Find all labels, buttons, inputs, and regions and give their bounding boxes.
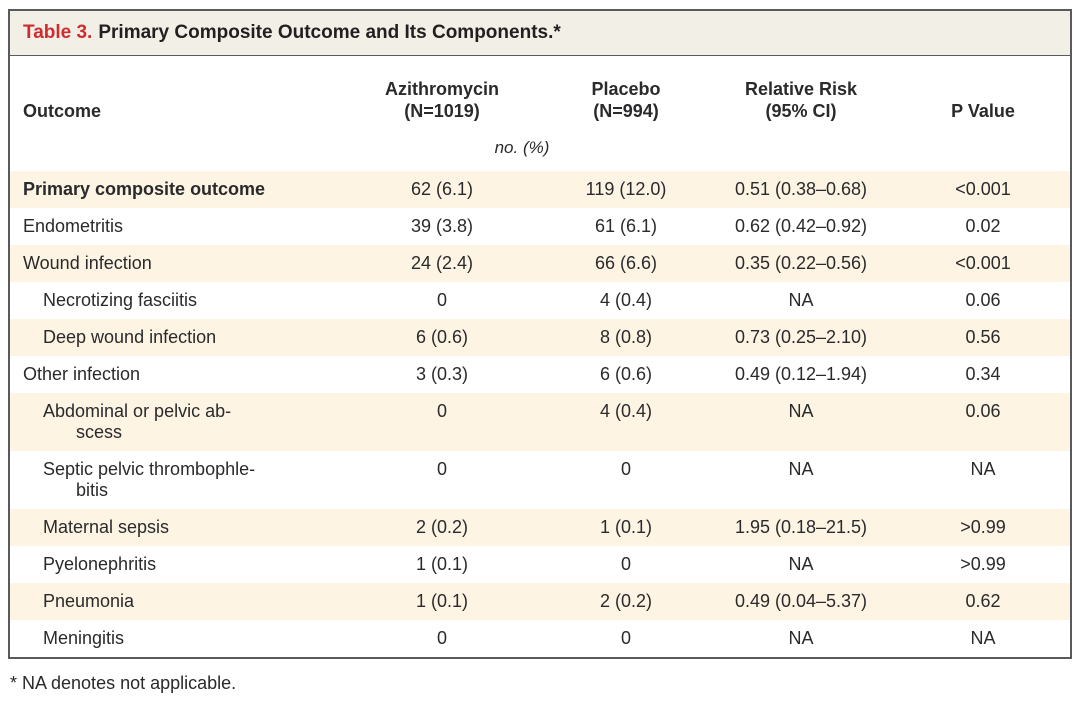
azithromycin-cell: 39 (3.8) bbox=[410, 216, 474, 236]
header-line: P Value bbox=[951, 101, 1015, 121]
table-row: Necrotizing fasciitis 0 4 (0.4) NA 0.06 bbox=[10, 282, 1070, 319]
placebo-cell: 2 (0.2) bbox=[546, 583, 706, 620]
table-header: Outcome Azithromycin (N=1019) Placebo (N… bbox=[10, 56, 1070, 171]
p-value-cell: <0.001 bbox=[896, 245, 1070, 282]
placebo-cell: 0 bbox=[620, 459, 631, 479]
col-header-p-value: P Value bbox=[896, 56, 1070, 128]
col-header-azithromycin: Azithromycin (N=1019) bbox=[338, 56, 546, 128]
table-number: Table 3. bbox=[23, 22, 93, 43]
placebo-cell: 61 (6.1) bbox=[594, 216, 658, 236]
outcome-cell: Other infection bbox=[23, 364, 141, 384]
header-row: Outcome Azithromycin (N=1019) Placebo (N… bbox=[10, 56, 1070, 128]
table-row: Abdominal or pelvic ab- scess 0 4 (0.4) NA 0… bbox=[10, 393, 1070, 451]
header-line: (95% CI) bbox=[765, 101, 837, 121]
relative-risk-cell: 0.73 (0.25–2.10) bbox=[706, 319, 896, 356]
relative-risk-cell: 1.95 (0.18–21.5) bbox=[706, 509, 896, 546]
table3-card: Table 3. Primary Composite Outcome and It… bbox=[8, 9, 1072, 659]
outcome-cell: Meningitis bbox=[43, 628, 125, 648]
spacer-cell bbox=[896, 128, 1070, 171]
table-row: Endometritis 39 (3.8) 61 (6.1) 0.62 (0.42–0… bbox=[10, 208, 1070, 245]
header-line: Relative Risk bbox=[744, 79, 858, 99]
outcome-cell: Wound infection bbox=[10, 245, 338, 282]
table-row: Pneumonia 1 (0.1) 2 (0.2) 0.49 (0.04–5.37) 0… bbox=[10, 583, 1070, 620]
footnote: * NA denotes not applicable. bbox=[10, 673, 237, 693]
p-value-cell: NA bbox=[970, 628, 996, 648]
placebo-cell: 1 (0.1) bbox=[546, 509, 706, 546]
outcome-cell: Maternal sepsis bbox=[10, 509, 338, 546]
table-row: Pyelonephritis 1 (0.1) 0 NA >0.99 bbox=[10, 546, 1070, 583]
azithromycin-cell: 1 (0.1) bbox=[338, 583, 546, 620]
col-header-placebo: Placebo (N=994) bbox=[546, 56, 706, 128]
p-value-cell: 0.06 bbox=[965, 290, 1001, 310]
placebo-cell: 8 (0.8) bbox=[546, 319, 706, 356]
azithromycin-cell: 0 bbox=[436, 459, 447, 479]
col-header-outcome: Outcome bbox=[23, 101, 102, 121]
azithromycin-cell: 3 (0.3) bbox=[415, 364, 469, 384]
table-row: Wound infection 24 (2.4) 66 (6.6) 0.35 (0.2… bbox=[10, 245, 1070, 282]
relative-risk-cell: 0.35 (0.22–0.56) bbox=[706, 245, 896, 282]
p-value-cell: 0.34 bbox=[965, 364, 1001, 384]
azithromycin-cell: 24 (2.4) bbox=[338, 245, 546, 282]
p-value-cell: <0.001 bbox=[896, 171, 1070, 208]
placebo-cell: 66 (6.6) bbox=[546, 245, 706, 282]
relative-risk-cell: NA bbox=[706, 393, 896, 451]
units-label: no. (%) bbox=[494, 138, 550, 157]
outcome-cell: Primary composite outcome bbox=[10, 171, 338, 208]
table-row: Deep wound infection 6 (0.6) 8 (0.8) 0.73 (… bbox=[10, 319, 1070, 356]
header-line: (N=1019) bbox=[404, 101, 480, 121]
azithromycin-cell: 6 (0.6) bbox=[338, 319, 546, 356]
p-value-cell: 0.56 bbox=[896, 319, 1070, 356]
relative-risk-cell: 0.49 (0.12–1.94) bbox=[734, 364, 868, 384]
outcome-cell: Deep wound infection bbox=[10, 319, 338, 356]
outcome-cell: Pyelonephritis bbox=[43, 554, 157, 574]
placebo-cell: 4 (0.4) bbox=[599, 290, 653, 310]
outcome-cell: Pneumonia bbox=[10, 583, 338, 620]
units-row: no. (%) bbox=[10, 128, 1070, 171]
relative-risk-cell: 0.49 (0.04–5.37) bbox=[706, 583, 896, 620]
relative-risk-cell: 0.51 (0.38–0.68) bbox=[706, 171, 896, 208]
azithromycin-cell: 62 (6.1) bbox=[338, 171, 546, 208]
azithromycin-cell: 0 bbox=[436, 290, 447, 310]
header-line: Placebo bbox=[591, 79, 661, 99]
col-header-relative-risk: Relative Risk (95% CI) bbox=[706, 56, 896, 128]
relative-risk-cell: NA bbox=[788, 628, 814, 648]
placebo-cell: 0 bbox=[620, 554, 631, 574]
table-title-text: Primary Composite Outcome and Its Compon… bbox=[98, 22, 561, 43]
table-row: Other infection 3 (0.3) 6 (0.6) 0.49 (0.12–… bbox=[10, 356, 1070, 393]
p-value-cell: 0.02 bbox=[965, 216, 1001, 236]
azithromycin-cell: 1 (0.1) bbox=[415, 554, 469, 574]
azithromycin-cell: 0 bbox=[436, 628, 447, 648]
azithromycin-cell: 2 (0.2) bbox=[338, 509, 546, 546]
outcomes-table: Outcome Azithromycin (N=1019) Placebo (N… bbox=[10, 56, 1070, 657]
spacer-cell bbox=[10, 128, 338, 171]
relative-risk-cell: NA bbox=[788, 459, 814, 479]
table-row: Meningitis 0 0 NA NA bbox=[10, 620, 1070, 657]
placebo-cell: 4 (0.4) bbox=[546, 393, 706, 451]
p-value-cell: >0.99 bbox=[896, 509, 1070, 546]
placebo-cell: 119 (12.0) bbox=[546, 171, 706, 208]
table-body: Primary composite outcome 62 (6.1) 119 (12… bbox=[10, 171, 1070, 657]
outcome-cell: Septic pelvic thrombophle- bitis bbox=[43, 459, 256, 500]
placebo-cell: 6 (0.6) bbox=[599, 364, 653, 384]
table-row: Septic pelvic thrombophle- bitis 0 0 NA NA bbox=[10, 451, 1070, 509]
p-value-cell: NA bbox=[970, 459, 996, 479]
header-line: Azithromycin bbox=[384, 79, 499, 99]
table-title-bar: Table 3. Primary Composite Outcome and It… bbox=[10, 11, 1070, 56]
table-row: Maternal sepsis 2 (0.2) 1 (0.1) 1.95 (0.18–… bbox=[10, 509, 1070, 546]
table-row: Primary composite outcome 62 (6.1) 119 (12… bbox=[10, 171, 1070, 208]
relative-risk-cell: NA bbox=[788, 290, 814, 310]
p-value-cell: 0.62 bbox=[896, 583, 1070, 620]
outcome-cell: Abdominal or pelvic ab- scess bbox=[10, 393, 338, 451]
p-value-cell: 0.06 bbox=[896, 393, 1070, 451]
p-value-cell: >0.99 bbox=[960, 554, 1006, 574]
outcome-cell: Necrotizing fasciitis bbox=[43, 290, 198, 310]
header-line: (N=994) bbox=[593, 101, 659, 121]
relative-risk-cell: NA bbox=[788, 554, 814, 574]
spacer-cell bbox=[706, 128, 896, 171]
relative-risk-cell: 0.62 (0.42–0.92) bbox=[734, 216, 868, 236]
outcome-cell: Endometritis bbox=[23, 216, 124, 236]
azithromycin-cell: 0 bbox=[338, 393, 546, 451]
placebo-cell: 0 bbox=[620, 628, 631, 648]
